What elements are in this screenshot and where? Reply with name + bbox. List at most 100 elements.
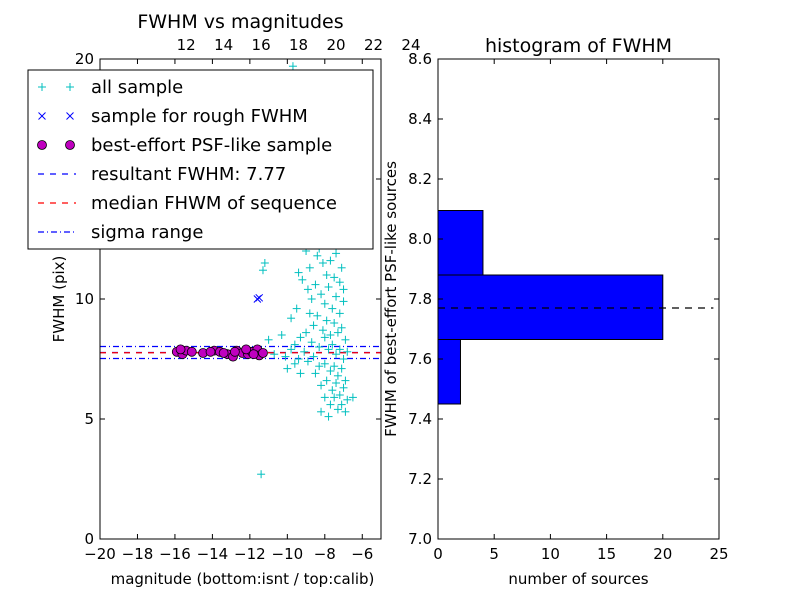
y-tick-label: 8.4 <box>408 110 432 128</box>
histogram-bar <box>437 339 461 405</box>
data-point <box>339 297 348 306</box>
data-point <box>287 345 296 354</box>
scatter-ticks: −20−18−16−14−12−10−8−6051015201214161820… <box>75 36 421 563</box>
data-point <box>328 304 337 313</box>
data-point <box>317 290 326 299</box>
y-tick-label: 8.6 <box>408 50 432 68</box>
data-point <box>337 263 346 272</box>
data-point <box>326 256 335 265</box>
data-point <box>307 338 316 347</box>
data-point <box>341 335 350 344</box>
data-point <box>333 405 342 414</box>
data-point <box>248 349 259 360</box>
data-point <box>348 393 357 402</box>
y-tick-label: 20 <box>75 50 94 68</box>
legend-entry: sigma range <box>38 222 203 243</box>
data-point <box>341 407 350 416</box>
data-point <box>292 304 301 313</box>
legend-label: all sample <box>91 77 183 98</box>
data-point <box>296 369 305 378</box>
y-tick-label: 5 <box>84 410 94 428</box>
data-point <box>290 359 299 368</box>
data-point <box>300 347 309 356</box>
data-point <box>317 381 326 390</box>
x-tick-label: −14 <box>197 545 229 563</box>
data-point <box>328 386 337 395</box>
legend-entry: best-effort PSF-like sample <box>37 135 332 156</box>
data-point <box>283 364 292 373</box>
data-point <box>309 352 318 361</box>
legend-box <box>27 69 374 250</box>
data-point <box>326 367 335 375</box>
legend-marker <box>66 112 74 120</box>
y-tick-label: 7.4 <box>408 410 432 428</box>
histogram-ticks: 0 5 10 15 20 25 7.0 7.2 7.4 7.6 7.8 8.0 8.2 8.4 8.6 <box>408 50 728 563</box>
data-point <box>335 309 344 318</box>
data-point <box>307 295 316 303</box>
data-point <box>264 335 273 344</box>
data-point <box>186 346 197 357</box>
histogram-plot-area <box>437 210 714 405</box>
legend-entry: sample for rough FWHM <box>38 106 308 127</box>
scatter-x-axis-label: magnitude (bottom:isnt / top:calib) <box>111 570 375 588</box>
data-point <box>315 362 324 371</box>
x-tick-label: −20 <box>84 545 116 563</box>
legend-entry: median FHWM of sequence <box>38 193 337 214</box>
y-tick-label: 7.6 <box>408 350 432 368</box>
x-tick-label: 25 <box>709 545 728 563</box>
data-point <box>175 344 186 355</box>
histogram-title: histogram of FWHM <box>485 35 672 57</box>
data-point <box>335 345 344 354</box>
data-point <box>332 350 341 359</box>
scatter-legend: all sample sample for rough FWHM best-effo… <box>27 69 374 250</box>
data-point <box>311 369 320 378</box>
x-tick-label: −6 <box>351 545 373 563</box>
y-tick-label: 0 <box>84 530 94 548</box>
scatter-panel: −20−18−16−14−12−10−8−6051015201214161820… <box>27 11 421 588</box>
data-point <box>298 275 307 284</box>
data-point <box>287 314 296 323</box>
legend-label: sigma range <box>91 222 203 243</box>
y-tick-label: 8.2 <box>408 170 432 188</box>
data-point <box>322 271 331 279</box>
x-tick-label: −12 <box>234 545 266 563</box>
x-tick-label: −8 <box>314 545 336 563</box>
data-point <box>341 376 350 385</box>
data-point <box>313 251 322 260</box>
top-tick-label: 24 <box>401 36 420 54</box>
x-tick-label: −18 <box>122 545 154 563</box>
data-point <box>317 407 326 416</box>
data-point <box>320 299 329 308</box>
data-point <box>324 283 333 291</box>
histogram-bar <box>437 210 484 276</box>
data-point <box>277 331 286 339</box>
data-point <box>311 280 320 289</box>
y-tick-label: 10 <box>75 290 94 308</box>
data-point <box>229 346 240 357</box>
y-tick-label: 8.0 <box>408 230 432 248</box>
top-tick-label: 16 <box>252 36 271 54</box>
histogram-y-axis-label: FWHM of best-effort PSF-like sources <box>382 161 400 437</box>
legend-label: resultant FWHM: 7.77 <box>91 164 286 185</box>
data-point <box>260 259 269 267</box>
series-circle <box>171 344 268 362</box>
scatter-title: FWHM vs magnitudes <box>137 11 343 33</box>
data-point <box>318 326 327 335</box>
data-point <box>339 285 348 294</box>
legend-marker <box>38 112 46 120</box>
top-tick-label: 12 <box>177 36 196 54</box>
data-point <box>241 344 252 355</box>
top-tick-label: 22 <box>364 36 383 54</box>
data-point <box>258 266 267 275</box>
y-tick-label: 7.0 <box>408 530 432 548</box>
data-point <box>270 350 279 359</box>
x-tick-label: −10 <box>272 545 304 563</box>
histogram-bar <box>437 274 664 340</box>
x-tick-label: −16 <box>159 545 191 563</box>
data-point <box>313 311 322 320</box>
data-point <box>326 331 335 339</box>
series-x <box>253 293 264 303</box>
data-point <box>343 347 352 356</box>
